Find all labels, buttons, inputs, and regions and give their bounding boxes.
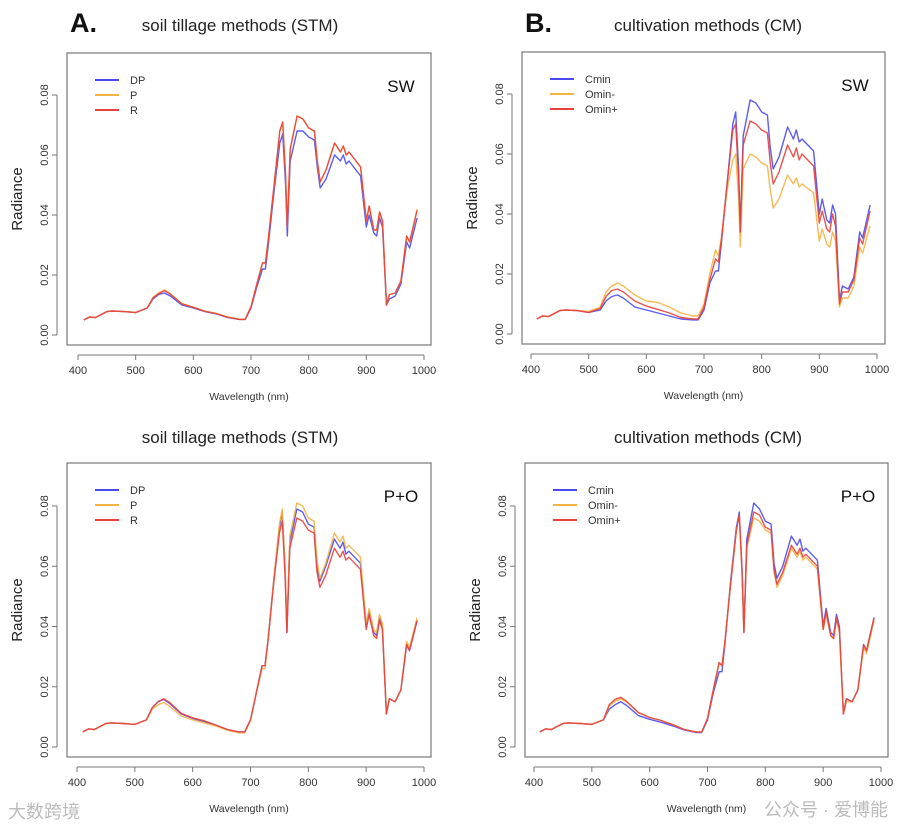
- series-line-Cmin: [539, 502, 875, 734]
- y-axis-label: Radiance: [9, 167, 26, 230]
- x-tick-label: 400: [68, 777, 86, 789]
- y-tick-label: 0.00: [39, 324, 51, 345]
- panel-letter: A.: [70, 8, 97, 38]
- series-line-P: [82, 502, 418, 734]
- y-tick-label: 0.00: [494, 323, 506, 344]
- legend-label: Omin+: [585, 104, 618, 116]
- series-line-R: [82, 517, 418, 733]
- watermark-right: 公众号 · 爱博能: [764, 800, 888, 820]
- y-tick-label: 0.00: [39, 736, 51, 757]
- x-tick-label: 800: [756, 777, 774, 789]
- legend-label: P: [130, 90, 137, 102]
- x-tick-label: 800: [752, 364, 770, 376]
- x-tick-label: 700: [242, 365, 260, 377]
- x-tick-label: 900: [814, 777, 832, 789]
- x-tick-label: 900: [357, 777, 375, 789]
- chart-panel-1: B. cultivation methods (CM) 400 500 600 700 80…: [464, 8, 889, 402]
- y-tick-label: 0.08: [497, 495, 509, 516]
- y-tick-label: 0.04: [497, 616, 509, 637]
- x-axis-label: Wavelength (nm): [209, 803, 289, 815]
- chart-title: soil tillage methods (STM): [142, 16, 339, 35]
- y-tick-label: 0.02: [497, 676, 509, 697]
- chart-panel-2: soil tillage methods (STM) 400 500 600 700 80…: [9, 428, 436, 815]
- x-tick-label: 1000: [869, 777, 893, 789]
- chart-title: cultivation methods (CM): [614, 16, 802, 35]
- x-tick-label: 600: [640, 777, 658, 789]
- x-tick-label: 700: [695, 364, 713, 376]
- y-tick-label: 0.06: [39, 144, 51, 165]
- x-axis-label: Wavelength (nm): [667, 803, 747, 815]
- y-tick-label: 0.08: [494, 83, 506, 104]
- x-axis-label: Wavelength (nm): [209, 391, 289, 403]
- chart-panel-0: A. soil tillage methods (STM) 400 500 600 700…: [9, 8, 436, 403]
- x-tick-label: 500: [583, 777, 601, 789]
- x-tick-label: 400: [525, 777, 543, 789]
- series-line-R: [83, 115, 418, 321]
- x-tick-label: 400: [522, 364, 540, 376]
- x-tick-label: 600: [637, 364, 655, 376]
- legend-label: R: [130, 515, 138, 527]
- x-tick-label: 700: [698, 777, 716, 789]
- legend-label: R: [130, 105, 138, 117]
- y-tick-label: 0.02: [39, 264, 51, 285]
- plot-frame: [524, 462, 889, 758]
- condition-label: SW: [841, 76, 868, 95]
- legend-label: P: [130, 500, 137, 512]
- watermark-left: 大数跨境: [8, 802, 80, 822]
- panel-letter: B.: [525, 8, 552, 38]
- legend-label: DP: [130, 75, 145, 87]
- y-axis-label: Radiance: [464, 166, 481, 229]
- y-tick-label: 0.04: [494, 203, 506, 224]
- plot-frame: [66, 52, 432, 346]
- x-axis-label: Wavelength (nm): [664, 390, 744, 402]
- series-line-DP: [83, 130, 418, 321]
- y-tick-label: 0.08: [39, 495, 51, 516]
- legend-label: DP: [130, 485, 145, 497]
- legend-label: Omin+: [588, 515, 621, 527]
- plot-frame: [66, 462, 432, 758]
- condition-label: SW: [387, 77, 414, 96]
- x-tick-label: 500: [126, 777, 144, 789]
- x-tick-label: 700: [241, 777, 259, 789]
- x-tick-label: 600: [183, 777, 201, 789]
- legend-label: Omin-: [588, 500, 618, 512]
- y-axis-label: Radiance: [9, 578, 26, 641]
- y-tick-label: 0.04: [39, 204, 51, 225]
- x-tick-label: 1000: [412, 777, 436, 789]
- series-line-Omin-: [536, 153, 871, 320]
- series-line-Cmin: [536, 99, 871, 321]
- legend-label: Cmin: [585, 74, 611, 86]
- y-tick-label: 0.06: [39, 556, 51, 577]
- chart-title: cultivation methods (CM): [614, 428, 802, 447]
- y-tick-label: 0.06: [494, 143, 506, 164]
- x-tick-label: 800: [299, 777, 317, 789]
- x-tick-label: 400: [69, 365, 87, 377]
- y-tick-label: 0.04: [39, 616, 51, 637]
- plot-frame: [521, 51, 886, 345]
- x-tick-label: 500: [126, 365, 144, 377]
- series-line-Omin+: [536, 120, 871, 320]
- chart-title: soil tillage methods (STM): [142, 428, 339, 447]
- y-tick-label: 0.02: [494, 263, 506, 284]
- chart-panel-3: cultivation methods (CM) 400 500 600 700 800 9…: [467, 428, 893, 815]
- x-tick-label: 500: [579, 364, 597, 376]
- condition-label: P+O: [384, 487, 419, 506]
- legend-label: Cmin: [588, 485, 614, 497]
- x-tick-label: 900: [810, 364, 828, 376]
- x-tick-label: 800: [299, 365, 317, 377]
- x-tick-label: 1000: [865, 364, 889, 376]
- y-tick-label: 0.08: [39, 84, 51, 105]
- y-tick-label: 0.06: [497, 556, 509, 577]
- series-line-Omin+: [539, 511, 875, 733]
- y-tick-label: 0.02: [39, 676, 51, 697]
- x-tick-label: 1000: [412, 365, 436, 377]
- condition-label: P+O: [841, 487, 876, 506]
- x-tick-label: 900: [357, 365, 375, 377]
- y-axis-label: Radiance: [467, 578, 484, 641]
- legend-label: Omin-: [585, 89, 615, 101]
- x-tick-label: 600: [184, 365, 202, 377]
- y-tick-label: 0.00: [497, 736, 509, 757]
